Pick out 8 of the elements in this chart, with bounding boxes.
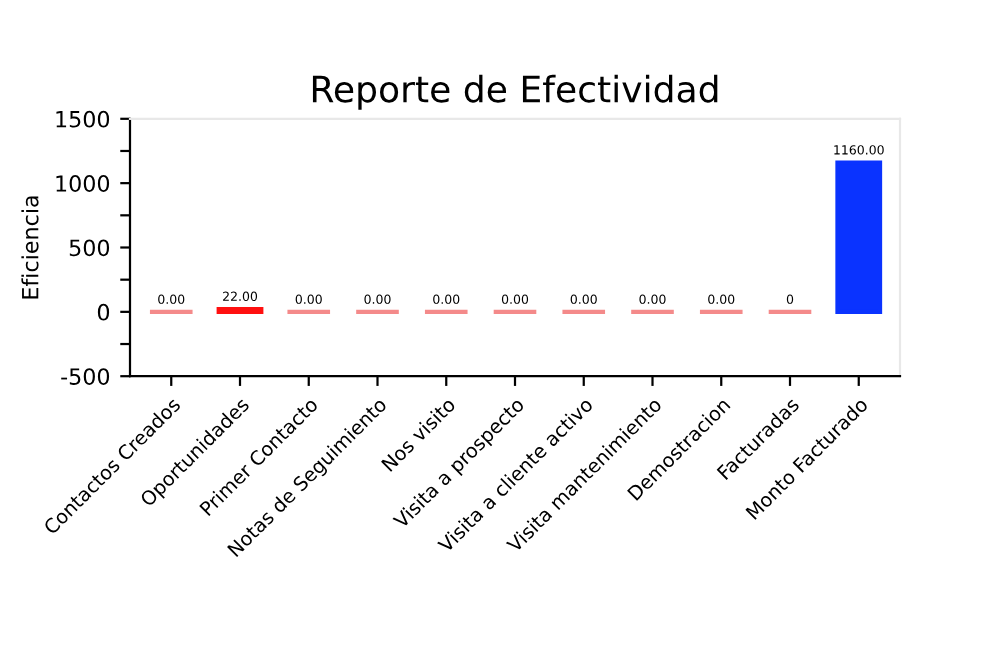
y-tick-label: 0 xyxy=(97,303,110,321)
y-axis-title: Eficiencia xyxy=(21,196,39,299)
y-tick-label: -500 xyxy=(61,368,110,385)
bar xyxy=(835,160,883,314)
chart-title: Reporte de Efectividad xyxy=(312,74,718,110)
y-tick-label: 1000 xyxy=(56,175,110,192)
y-tick-label: 1500 xyxy=(56,110,110,128)
y-tick-label: 500 xyxy=(69,239,110,257)
